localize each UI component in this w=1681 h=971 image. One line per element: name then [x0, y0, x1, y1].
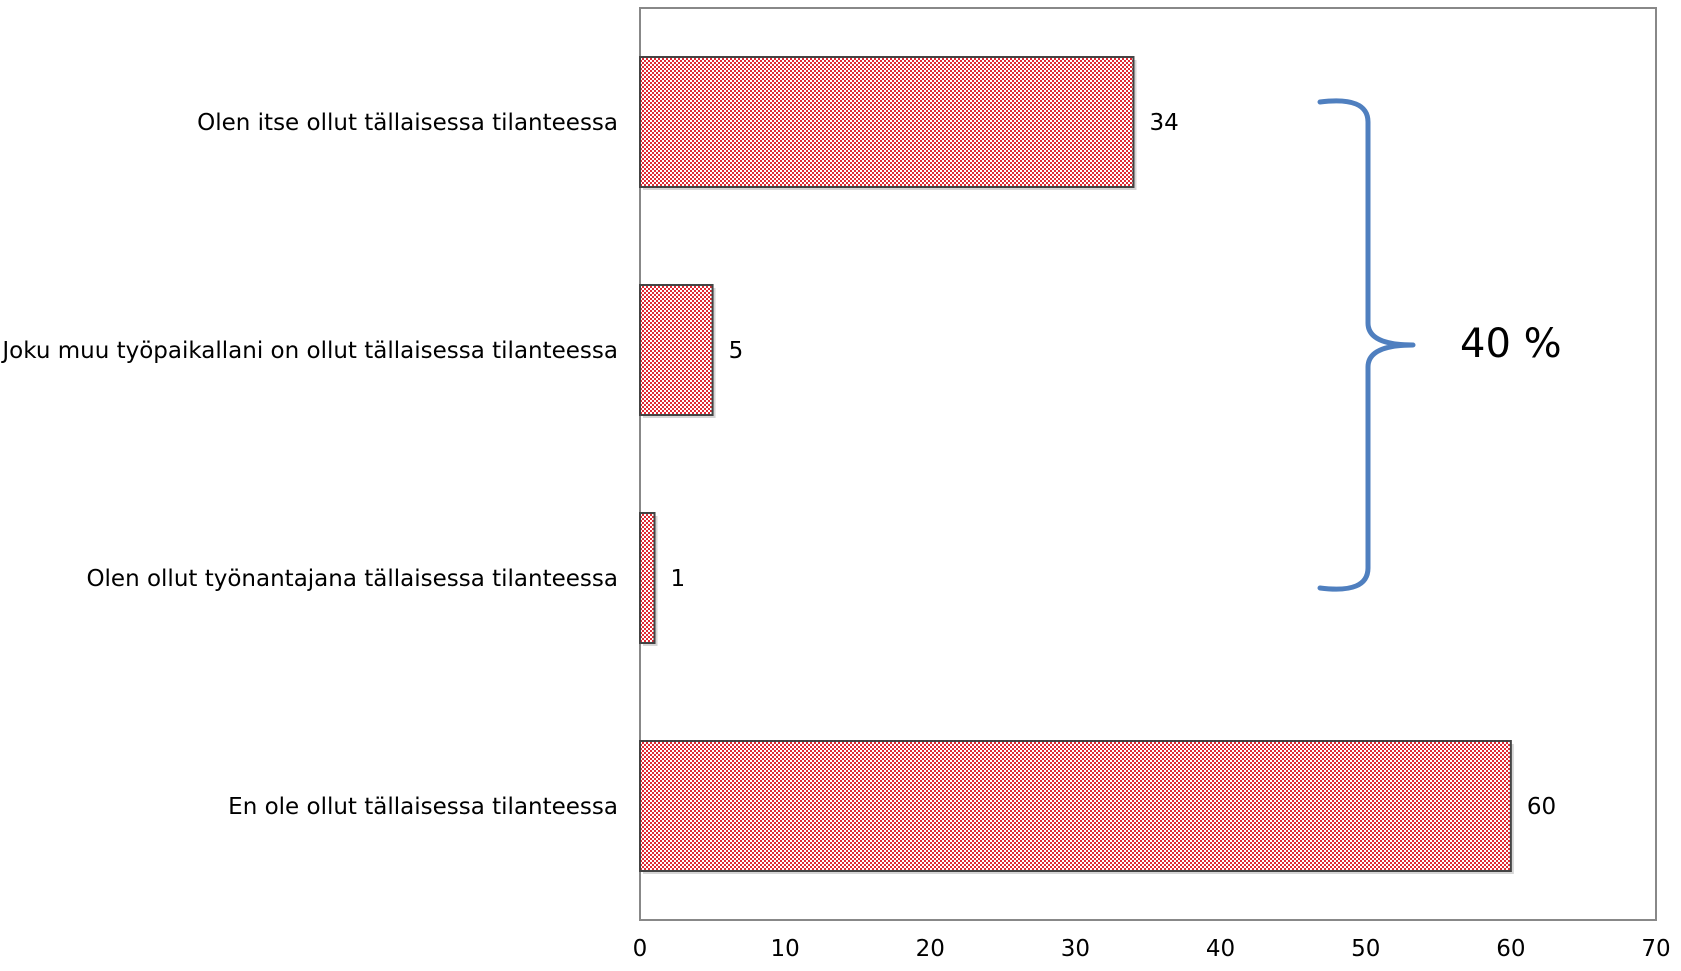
category-label: Olen ollut työnantajana tällaisessa tila…: [86, 566, 618, 592]
labels-layer: 34 Olen itse ollut tällaisessa tilanteess…: [0, 110, 1556, 820]
bar-value-label: 5: [729, 338, 744, 364]
bracket-annotation-label: 40 %: [1460, 321, 1562, 367]
bar: [639, 512, 656, 644]
ticks-layer: 0 10 20 30 40 50 60 70: [633, 936, 1671, 962]
x-tick-label: 30: [1061, 936, 1090, 962]
curly-bracket-annotation: [1317, 98, 1416, 592]
bar-value-label: 34: [1149, 110, 1178, 136]
x-tick-label: 50: [1351, 936, 1380, 962]
bar: [639, 56, 1135, 188]
x-tick-label: 40: [1206, 936, 1235, 962]
x-tick-label: 10: [771, 936, 800, 962]
x-tick-label: 0: [633, 936, 648, 962]
bars-layer: [639, 56, 1514, 874]
bar: [639, 284, 714, 416]
x-tick-label: 60: [1496, 936, 1525, 962]
category-label: Joku muu työpaikallani on ollut tällaise…: [0, 338, 618, 364]
category-label: En ole ollut tällaisessa tilanteessa: [228, 794, 618, 820]
x-tick-label: 20: [916, 936, 945, 962]
category-label: Olen itse ollut tällaisessa tilanteessa: [197, 110, 618, 136]
bar-value-label: 1: [671, 566, 686, 592]
bar: [639, 740, 1512, 872]
bar-value-label: 60: [1527, 794, 1556, 820]
annotation-layer: 40 %: [1317, 98, 1562, 592]
x-tick-label: 70: [1641, 936, 1670, 962]
